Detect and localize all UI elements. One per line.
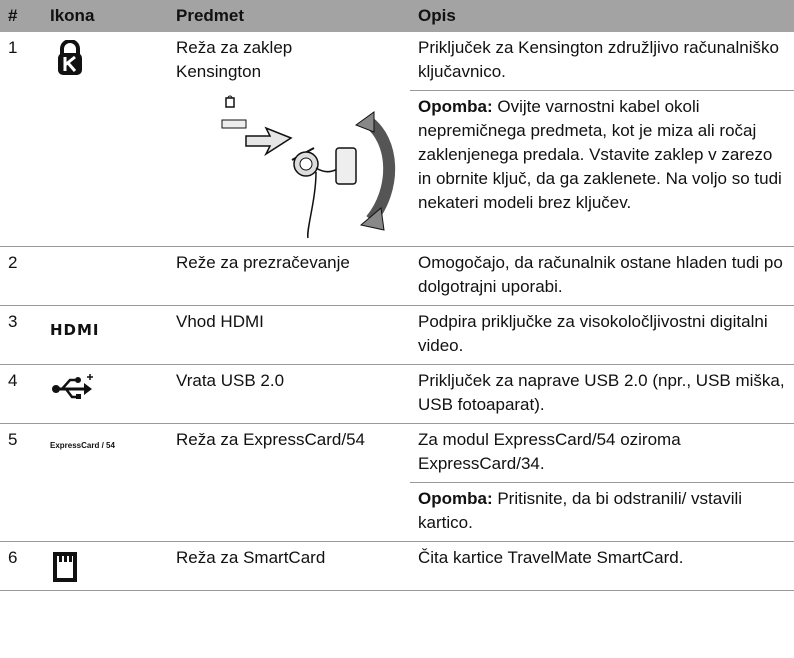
desc-cell: Omogočajo, da računalnik ostane hladen t… [410, 246, 794, 306]
icon-shape [227, 95, 233, 99]
description-text: Podpira priključke za visokoločljivostni… [418, 312, 768, 355]
row-number: 2 [0, 246, 42, 306]
icon-shape [59, 554, 62, 562]
description-paragraph: Podpira priključke za visokoločljivostni… [410, 306, 794, 364]
icon-label: ExpressCard / 54 [50, 441, 115, 450]
icon-cell: HDMI [42, 305, 168, 365]
table-row: 1 Reža za zaklep Kensington Priključek za K… [0, 32, 794, 247]
header-cell: # [0, 0, 42, 32]
item-line: Vhod HDMI [176, 312, 264, 331]
header-row: # Ikona Predmet Opis [0, 0, 794, 32]
row-number: 1 [0, 32, 42, 247]
icon-shape [87, 374, 93, 380]
icon-cell [42, 32, 168, 247]
icon-shape [53, 552, 77, 582]
icon-shape [52, 385, 60, 393]
item-cell: Reža za zaklep Kensington [168, 32, 410, 247]
item-line: Reže za prezračevanje [176, 253, 350, 272]
icon-shape [299, 157, 313, 171]
description-paragraph: Opomba: Pritisnite, da bi odstranili/ vs… [410, 482, 794, 541]
icon-cell: ExpressCard / 54 [42, 423, 168, 542]
description-text: Za modul ExpressCard/54 oziroma ExpressC… [418, 430, 681, 473]
icon [221, 95, 396, 239]
note-label: Opomba: [418, 97, 493, 116]
row-number: 3 [0, 305, 42, 365]
description-paragraph: Omogočajo, da računalnik ostane hladen t… [410, 247, 794, 305]
row-number: 4 [0, 364, 42, 424]
description-text: Priključek za naprave USB 2.0 (npr., USB… [418, 371, 785, 414]
icon-shape [63, 55, 77, 72]
desc-cell: Čita kartice TravelMate SmartCard. [410, 541, 794, 591]
item-cell: Reža za ExpressCard/54 [168, 423, 410, 542]
table-row: 4 Vrata USB 2.0 Priključek za naprave USB … [0, 364, 794, 424]
desc-cell: Za modul ExpressCard/54 oziroma ExpressC… [410, 423, 794, 542]
table-body: 1 Reža za zaklep Kensington Priključek za K… [0, 32, 794, 591]
icon-shape [75, 377, 81, 383]
icon [53, 552, 77, 582]
icon-label: HDMI [50, 321, 100, 339]
desc-cell: Podpira priključke za visokoločljivostni… [410, 305, 794, 365]
icon-cell [42, 541, 168, 591]
desc-cell: Priključek za naprave USB 2.0 (npr., USB… [410, 364, 794, 424]
icon-shape [306, 171, 317, 239]
item-line: Reža za ExpressCard/54 [176, 430, 365, 449]
icon [58, 40, 82, 75]
icon-shape [225, 97, 235, 108]
row-number: 6 [0, 541, 42, 591]
icon-shape [60, 40, 80, 54]
icon-shape [354, 111, 375, 133]
icon [52, 374, 93, 399]
icon-shape [221, 119, 247, 129]
item-line: Kensington [176, 62, 262, 81]
icon-cell [42, 364, 168, 424]
icon-shape [335, 147, 357, 185]
header-cell: Opis [410, 0, 794, 32]
icon-shape [84, 383, 92, 395]
item-line: Vrata USB 2.0 [176, 371, 285, 390]
ports-table: # Ikona Predmet Opis 1 Reža za zaklep Kens… [0, 0, 794, 591]
item-cell: Vrata USB 2.0 [168, 364, 410, 424]
table-head: # Ikona Predmet Opis [0, 0, 794, 32]
description-text: Pritisnite, da bi odstranili/ vstavili k… [418, 489, 743, 532]
description-text: Ovijte varnostni kabel okoli nepremičneg… [418, 97, 782, 212]
icon-shape [76, 394, 81, 399]
description-paragraph: Priključek za Kensington združljivo raču… [410, 32, 794, 90]
icon-shape [359, 207, 385, 231]
header-cell: Predmet [168, 0, 410, 32]
table-row: 5 ExpressCard / 54 Reža za ExpressCard/54 Z… [0, 423, 794, 542]
icon-shape [61, 378, 76, 390]
item-cell: Vhod HDMI [168, 305, 410, 365]
row-number: 5 [0, 423, 42, 542]
table-row: 2 Reže za prezračevanje Omogočajo, da raču… [0, 246, 794, 306]
item-cell: Reža za SmartCard [168, 541, 410, 591]
table-row: 3 HDMI Vhod HDMI Podpira priključke za viso… [0, 305, 794, 365]
icon-shape [69, 554, 72, 562]
item-line: Reža za SmartCard [176, 548, 326, 567]
description-paragraph: Za modul ExpressCard/54 oziroma ExpressC… [410, 424, 794, 482]
icon-shape [362, 115, 396, 224]
description-paragraph: Čita kartice TravelMate SmartCard. [410, 542, 794, 576]
icon-shape [245, 126, 293, 157]
description-paragraph: Priključek za naprave USB 2.0 (npr., USB… [410, 365, 794, 423]
icon-cell [42, 246, 168, 306]
description-paragraph: Opomba: Ovijte varnostni kabel okoli nep… [410, 90, 794, 221]
desc-cell: Priključek za Kensington združljivo raču… [410, 32, 794, 247]
note-label: Opomba: [418, 489, 493, 508]
item-line: Reža za zaklep [176, 38, 293, 57]
item-cell: Reže za prezračevanje [168, 246, 410, 306]
description-text: Omogočajo, da računalnik ostane hladen t… [418, 253, 783, 296]
description-text: Priključek za Kensington združljivo raču… [418, 38, 779, 81]
description-text: Čita kartice TravelMate SmartCard. [418, 548, 684, 567]
header-cell: Ikona [42, 0, 168, 32]
icon-shape [65, 388, 77, 399]
icon-shape [64, 554, 67, 562]
table-row: 6 Reža za SmartCard Čita kartice TravelMat… [0, 541, 794, 591]
